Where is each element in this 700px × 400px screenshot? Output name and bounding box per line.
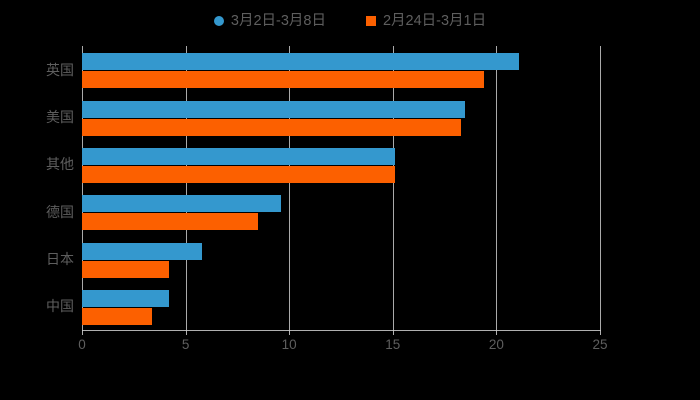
- bar-4-0[interactable]: [82, 242, 203, 260]
- y-axis-labels: 英国美国其他德国日本中国: [0, 46, 74, 330]
- bar-2-1[interactable]: [82, 165, 395, 183]
- bar-group-2: [82, 147, 600, 183]
- x-tick-20: [496, 330, 498, 335]
- bar-3-0[interactable]: [82, 195, 281, 213]
- chart-legend: 3月2日-3月8日 2月24日-3月1日: [0, 8, 700, 34]
- bar-1-1[interactable]: [82, 118, 462, 136]
- legend-label: 3月2日-3月8日: [230, 12, 326, 29]
- y-axis-label-2: 其他: [46, 156, 74, 173]
- plot-area: [82, 46, 601, 330]
- x-axis-tick-label-4: 20: [488, 337, 504, 352]
- y-axis-label-0: 英国: [46, 61, 74, 78]
- x-tick-25: [600, 330, 601, 335]
- y-axis-label-4: 日本: [46, 251, 74, 267]
- x-axis-tick-label-0: 0: [78, 337, 86, 352]
- bar-0-1[interactable]: [82, 71, 484, 89]
- bar-group-4: [82, 242, 600, 278]
- bar-2-0[interactable]: [82, 147, 395, 165]
- y-axis-label-1: 美国: [46, 109, 74, 125]
- x-axis-tick-label-1: 5: [181, 337, 190, 352]
- bar-0-0[interactable]: [82, 53, 520, 71]
- x-axis-line: [82, 330, 601, 331]
- gridline-10: [289, 46, 291, 330]
- gridline-0: [82, 46, 83, 330]
- x-axis-tick-label-5: 25: [592, 337, 608, 352]
- legend-item-1[interactable]: 2月24日-3月1日: [365, 12, 487, 29]
- x-tick-0: [82, 330, 83, 335]
- legend-item-0[interactable]: 3月2日-3月8日: [213, 12, 326, 29]
- x-tick-15: [392, 330, 394, 335]
- bar-group-0: [82, 53, 600, 89]
- gridline-20: [496, 46, 498, 330]
- bar-group-1: [82, 100, 600, 136]
- bar-group-5: [82, 289, 600, 325]
- y-axis-label-3: 德国: [46, 203, 74, 220]
- x-axis-tick-labels: 0 5 10 15 20 25: [0, 338, 700, 358]
- legend-marker-square-icon: [365, 16, 376, 26]
- bar-group-3: [82, 195, 600, 231]
- x-tick-10: [289, 330, 291, 335]
- gridline-5: [185, 46, 187, 330]
- bar-5-0[interactable]: [82, 289, 170, 307]
- legend-label: 2月24日-3月1日: [382, 12, 487, 29]
- bar-5-1[interactable]: [82, 307, 153, 325]
- y-axis-label-5: 中国: [46, 298, 74, 315]
- gridline-25: [600, 46, 601, 330]
- bar-3-1[interactable]: [82, 213, 259, 231]
- bar-4-1[interactable]: [82, 260, 170, 278]
- x-axis-tick-label-2: 10: [281, 337, 297, 352]
- legend-marker-circle-icon: [213, 16, 224, 26]
- bar-1-0[interactable]: [82, 100, 466, 118]
- x-tick-5: [185, 330, 187, 335]
- gridline-15: [392, 46, 394, 330]
- x-axis-tick-label-3: 15: [385, 337, 401, 352]
